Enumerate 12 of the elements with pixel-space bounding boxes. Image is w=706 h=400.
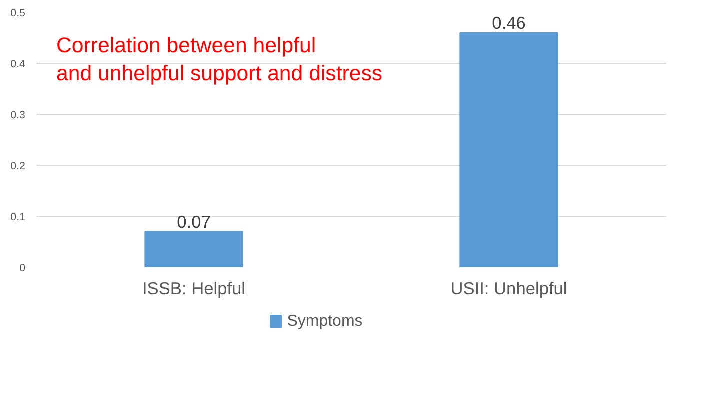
- y-tick-label: 0: [20, 262, 26, 274]
- x-tick-label: USII: Unhelpful: [450, 278, 568, 298]
- legend-label: Symptoms: [287, 313, 363, 330]
- y-tick-label: 0.3: [10, 110, 26, 122]
- data-label: 0.07: [177, 212, 211, 232]
- x-tick-label: ISSB: Helpful: [142, 278, 246, 298]
- y-tick-label: 0.1: [10, 212, 26, 224]
- text: Correlation between helpful and unhelpful support and distress: [56, 34, 383, 86]
- y-tick-label: 0.2: [10, 160, 26, 172]
- data-label: 0.46: [492, 12, 526, 33]
- y-tick-label: 0.5: [10, 8, 26, 20]
- y-tick-label: 0.4: [10, 58, 26, 70]
